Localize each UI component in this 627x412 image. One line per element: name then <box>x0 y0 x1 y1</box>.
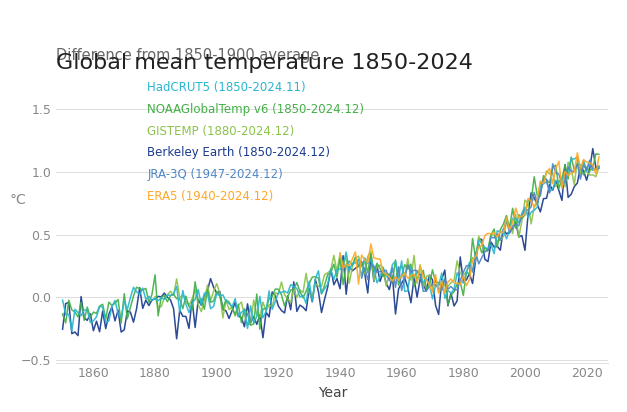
Text: NOAAGlobalTemp v6 (1850-2024.12): NOAAGlobalTemp v6 (1850-2024.12) <box>147 103 364 116</box>
Text: Global mean temperature 1850-2024: Global mean temperature 1850-2024 <box>56 53 473 73</box>
Text: GISTEMP (1880-2024.12): GISTEMP (1880-2024.12) <box>147 125 295 138</box>
Text: Berkeley Earth (1850-2024.12): Berkeley Earth (1850-2024.12) <box>147 146 330 159</box>
Text: ERA5 (1940-2024.12): ERA5 (1940-2024.12) <box>147 190 274 203</box>
X-axis label: Year: Year <box>318 386 347 400</box>
Y-axis label: °C: °C <box>9 193 26 207</box>
Text: Difference from 1850-1900 average: Difference from 1850-1900 average <box>56 48 320 63</box>
Text: HadCRUT5 (1850-2024.11): HadCRUT5 (1850-2024.11) <box>147 82 306 94</box>
Text: JRA-3Q (1947-2024.12): JRA-3Q (1947-2024.12) <box>147 168 283 181</box>
